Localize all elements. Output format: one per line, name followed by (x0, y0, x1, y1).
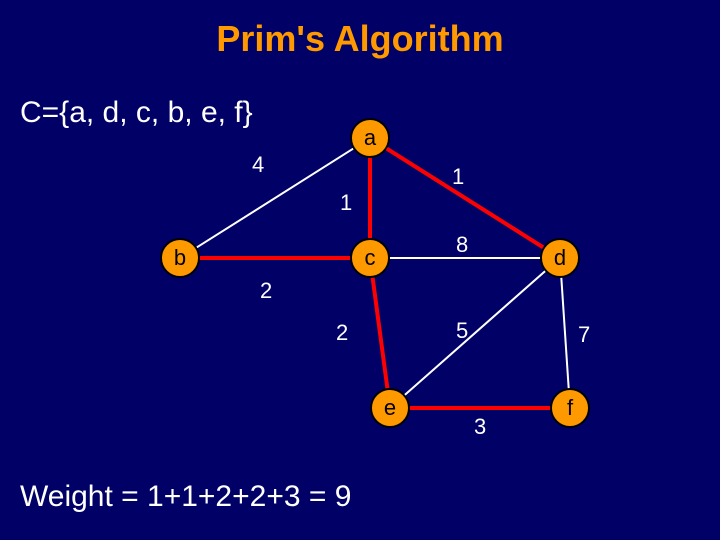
node-d: d (540, 238, 580, 278)
node-e: e (370, 388, 410, 428)
node-c: c (350, 238, 390, 278)
edge-weight-e-f: 3 (474, 414, 486, 440)
node-f: f (550, 388, 590, 428)
weight-sum-text: Weight = 1+1+2+2+3 = 9 (20, 480, 351, 514)
edge-weight-c-d: 8 (456, 232, 468, 258)
edge-weight-a-c: 1 (340, 190, 352, 216)
edge-weight-d-f: 7 (578, 322, 590, 348)
node-a: a (350, 118, 390, 158)
edge-weight-a-b: 4 (252, 152, 264, 178)
page-title: Prim's Algorithm (0, 18, 720, 60)
node-label-a: a (364, 125, 376, 151)
edge-d-f (561, 278, 568, 388)
mst-set-text: C={a, d, c, b, e, f} (20, 96, 253, 130)
node-label-b: b (174, 245, 186, 271)
edge-c-e (373, 278, 388, 388)
edge-weight-d-e: 5 (456, 318, 468, 344)
edge-weight-b-c: 2 (260, 278, 272, 304)
node-label-c: c (365, 245, 376, 271)
node-label-e: e (384, 395, 396, 421)
node-label-d: d (554, 245, 566, 271)
edge-weight-c-e: 2 (336, 320, 348, 346)
edge-weight-a-d: 1 (452, 164, 464, 190)
edge-d-e (405, 271, 545, 395)
node-label-f: f (567, 395, 573, 421)
edge-a-b (197, 149, 353, 248)
node-b: b (160, 238, 200, 278)
